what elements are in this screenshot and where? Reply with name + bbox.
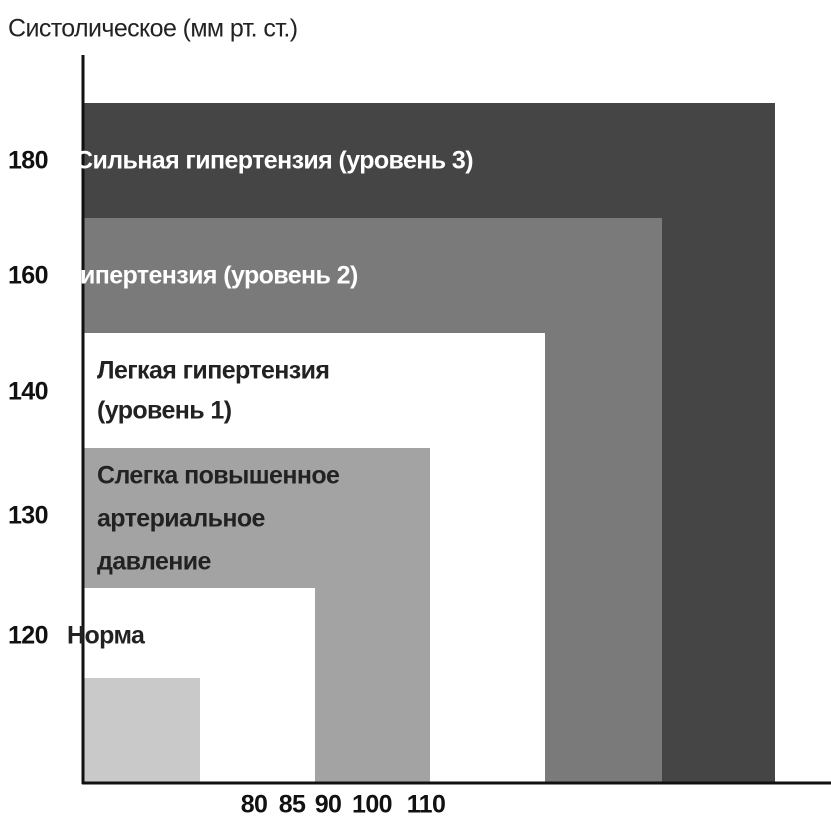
zone-optimal — [83, 678, 200, 783]
y-tick-label: 140 — [8, 378, 48, 406]
y-tick-label: 120 — [8, 622, 48, 650]
x-tick-label: 110 — [407, 791, 446, 819]
zone-label: артериальное — [97, 505, 266, 533]
zone-label: Слегка повышенное — [97, 462, 340, 490]
zone-label: Норма — [67, 622, 146, 650]
y-tick-label: 160 — [8, 262, 48, 290]
y-tick-label: 130 — [8, 502, 48, 530]
axis-title: Систолическое (мм рт. ст.) — [8, 15, 297, 43]
x-tick-label: 85 — [279, 791, 306, 819]
labels: Сильная гипертензия (уровень 3) Гипертенз… — [8, 147, 474, 819]
zone-label: давление — [97, 548, 212, 576]
zone-label: Легкая гипертензия — [97, 357, 329, 385]
zone-label: Сильная гипертензия (уровень 3) — [75, 147, 473, 175]
x-tick-label: 80 — [241, 791, 268, 819]
zone-label: Гипертензия (уровень 2) — [67, 262, 358, 290]
y-tick-label: 180 — [8, 147, 48, 175]
zone-label: (уровень 1) — [97, 397, 232, 425]
x-tick-label: 100 — [352, 791, 392, 819]
x-tick-label: 90 — [315, 791, 342, 819]
